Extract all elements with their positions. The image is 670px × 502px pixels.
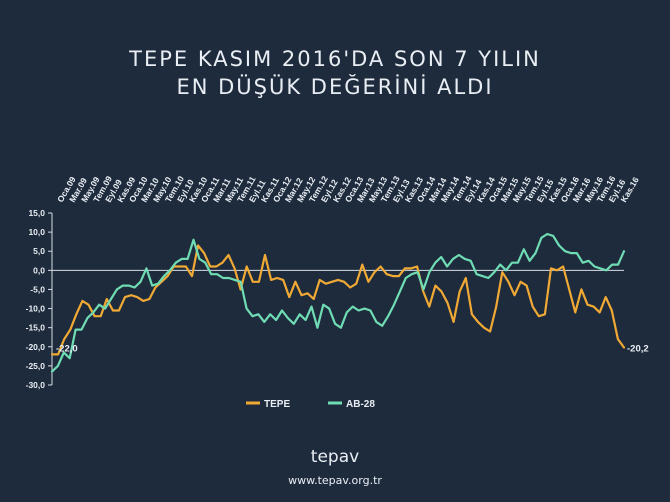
y-tick-label: -25,0 (26, 361, 46, 371)
y-tick-label: 15,0 (28, 208, 45, 218)
y-tick-label: -10,0 (26, 304, 46, 314)
series-line-tepe (50, 244, 626, 356)
y-tick-label: 0,0 (33, 265, 45, 275)
legend-label-tepe: TEPE (264, 399, 290, 410)
title-line-1: TEPE KASIM 2016'DA SON 7 YILIN (129, 47, 541, 71)
annotation-start: -22,0 (56, 343, 78, 354)
legend-label-ab-28: AB-28 (346, 399, 375, 410)
annotation-end: -20,2 (627, 344, 649, 355)
series-line-ab-28 (50, 232, 626, 373)
y-tick-label: 5,0 (33, 246, 45, 256)
y-tick-label: -15,0 (26, 323, 46, 333)
y-tick-label: -20,0 (26, 342, 46, 352)
y-tick-label: -30,0 (26, 380, 46, 390)
y-tick-label: 10,0 (28, 227, 45, 237)
title-line-2: EN DÜŞÜK DEĞERİNİ ALDI (176, 75, 494, 99)
brand-name: tepav (310, 447, 360, 467)
brand-url: www.tepav.org.tr (288, 474, 382, 487)
line-chart: 15,0 10,0 5,0 0,0 -5,0 -10,0 -15,0 -20,0 -25,0 -3… (26, 174, 649, 410)
y-tick-label: -5,0 (30, 284, 45, 294)
